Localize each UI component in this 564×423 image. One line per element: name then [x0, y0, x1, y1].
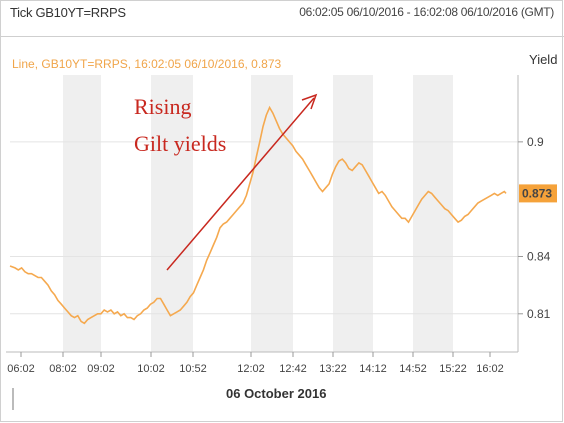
annotation-arrow: [166, 97, 315, 271]
annotation-line-1: Rising: [134, 94, 191, 119]
header-divider: [0, 36, 564, 37]
time-band: [251, 75, 293, 352]
x-tick-label: 16:02: [476, 363, 504, 375]
annotation: Rising Gilt yields: [134, 93, 318, 271]
x-tick-label: 12:02: [237, 363, 265, 375]
x-tick-label: 10:02: [137, 363, 165, 375]
time-band: [151, 75, 193, 352]
time-band: [333, 75, 373, 352]
chart-instrument-title: Tick GB10YT=RRPS: [10, 5, 126, 20]
y-tick-label: 0.84: [527, 249, 551, 263]
time-band: [413, 75, 453, 352]
chart-legend: Line, GB10YT=RRPS, 16:02:05 06/10/2016, …: [12, 57, 282, 71]
y-gridlines: [10, 141, 518, 315]
x-tick-label: 15:22: [439, 363, 467, 375]
x-tick-label: 14:52: [399, 363, 427, 375]
x-tick-label: 06:02: [7, 363, 35, 375]
last-value-label: 0.873: [522, 186, 552, 200]
annotation-arrowhead: [301, 93, 318, 110]
x-tick-label: 14:12: [359, 363, 387, 375]
x-axis-date-label: 06 October 2016: [226, 386, 326, 401]
y-tick-label: 0.81: [527, 307, 551, 321]
annotation-line-2: Gilt yields: [134, 131, 226, 156]
x-tick-label: 10:52: [179, 363, 207, 375]
x-tick-label: 08:02: [49, 363, 77, 375]
x-tick-label: 12:42: [279, 363, 307, 375]
x-tick-label: 13:22: [319, 363, 347, 375]
time-bands: [63, 75, 453, 352]
x-tick-label: 09:02: [87, 363, 115, 375]
y-axis-title: Yield: [529, 52, 557, 67]
chart-time-range: 06:02:05 06/10/2016 - 16:02:08 06/10/201…: [299, 5, 554, 19]
y-tick-label: 0.9: [527, 135, 544, 149]
last-value-marker: [519, 184, 557, 203]
series-line-gb10yt: [9, 105, 507, 325]
x-axis-ticks: 06:02 08:02 09:02 10:02 10:52 12:02 12:42 13:22…: [7, 352, 504, 375]
time-band: [63, 75, 101, 352]
y-axis-ticks: 0.81 0.84 0.9: [518, 135, 551, 321]
